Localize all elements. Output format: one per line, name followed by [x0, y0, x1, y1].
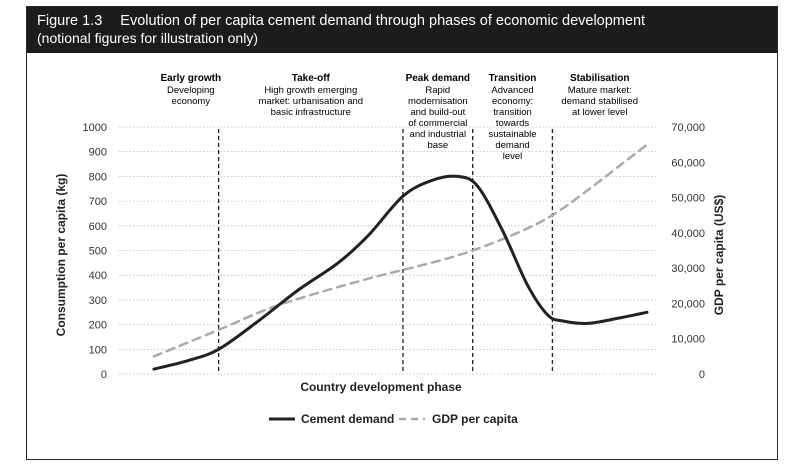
figure-title: Evolution of per capita cement demand th… [120, 13, 646, 29]
legend: Cement demand GDP per capita [269, 412, 518, 426]
y-tick-label: 500 [89, 246, 107, 258]
y-tick-label: 600 [89, 221, 107, 233]
phase-name: Stabilisation [570, 73, 629, 84]
y-tick-label: 1000 [83, 122, 107, 134]
y-tick-label: 0 [101, 369, 107, 381]
y2-tick-label: 30,000 [671, 263, 705, 275]
phase-description-line: transition [493, 107, 532, 118]
phase-description-line: demand stabilised [561, 96, 638, 107]
y-tick-label: 300 [89, 295, 107, 307]
y2-tick-label: 40,000 [671, 228, 705, 240]
phase-description-line: demand [495, 140, 529, 151]
y2-axis-title: GDP per capita (US$) [712, 195, 726, 315]
phase-description-line: of commercial [408, 118, 467, 129]
phase-name: Early growth [161, 73, 222, 84]
phase-label: TransitionAdvancedeconomy:transitiontowa… [489, 73, 537, 162]
figure-label: Figure 1.3 [37, 13, 103, 29]
phase-description-line: economy: [492, 96, 533, 107]
phase-description-line: base [428, 140, 449, 151]
phase-description-line: and build-out [410, 107, 465, 118]
phase-description-line: economy [172, 96, 211, 107]
y-tick-label: 100 [89, 344, 107, 356]
phase-description-line: and industrial [410, 129, 467, 140]
phase-description-line: at lower level [572, 107, 627, 118]
y-tick-label: 400 [89, 270, 107, 282]
phase-description-line: Rapid [425, 85, 450, 96]
y2-tick-label: 20,000 [671, 298, 705, 310]
y-tick-label: 700 [89, 196, 107, 208]
x-axis-title: Country development phase [300, 380, 462, 394]
figure-subtitle: (notional figures for illustration only) [37, 30, 258, 46]
y-tick-label: 800 [89, 171, 107, 183]
series-layer [152, 143, 649, 371]
y-tick-label: 900 [89, 147, 107, 159]
phase-description-line: Advanced [491, 85, 533, 96]
legend-label-gdp: GDP per capita [432, 412, 518, 426]
ticks-layer: 0 100 200 300 400 500 600 700 800 900 1000 0 10,000 2… [83, 122, 705, 381]
y2-tick-label: 70,000 [671, 122, 705, 134]
phase-description-line: Mature market: [568, 85, 632, 96]
figure-title-bar: Figure 1.3 Evolution of per capita cement… [27, 7, 777, 53]
phase-name: Peak demand [406, 73, 470, 84]
series-line-cement [152, 174, 649, 371]
phase-name: Take-off [292, 73, 331, 84]
phase-description-line: Developing [167, 85, 215, 96]
phase-description-line: market: urbanisation and [259, 96, 364, 107]
y2-tick-label: 50,000 [671, 193, 705, 205]
figure-title-line: Figure 1.3 Evolution of per capita cement… [37, 12, 767, 30]
phase-description-line: level [503, 151, 523, 162]
legend-label-cement: Cement demand [301, 412, 394, 426]
phase-name: Transition [489, 73, 537, 84]
phase-description-line: High growth emerging [264, 85, 357, 96]
phase-description-line: sustainable [489, 129, 537, 140]
y-tick-label: 200 [89, 320, 107, 332]
phase-description-line: towards [496, 118, 530, 129]
y2-tick-label: 10,000 [671, 334, 705, 346]
series-line-gdp [152, 143, 649, 358]
y2-tick-label: 0 [699, 369, 705, 381]
y2-tick-label: 60,000 [671, 157, 705, 169]
y-axis-title: Consumption per capita (kg) [54, 174, 68, 337]
phase-description-line: basic infrastructure [271, 107, 351, 118]
figure-frame: Figure 1.3 Evolution of per capita cement… [26, 6, 778, 460]
phase-description-line: modernisation [408, 96, 468, 107]
grid-layer [119, 126, 657, 375]
